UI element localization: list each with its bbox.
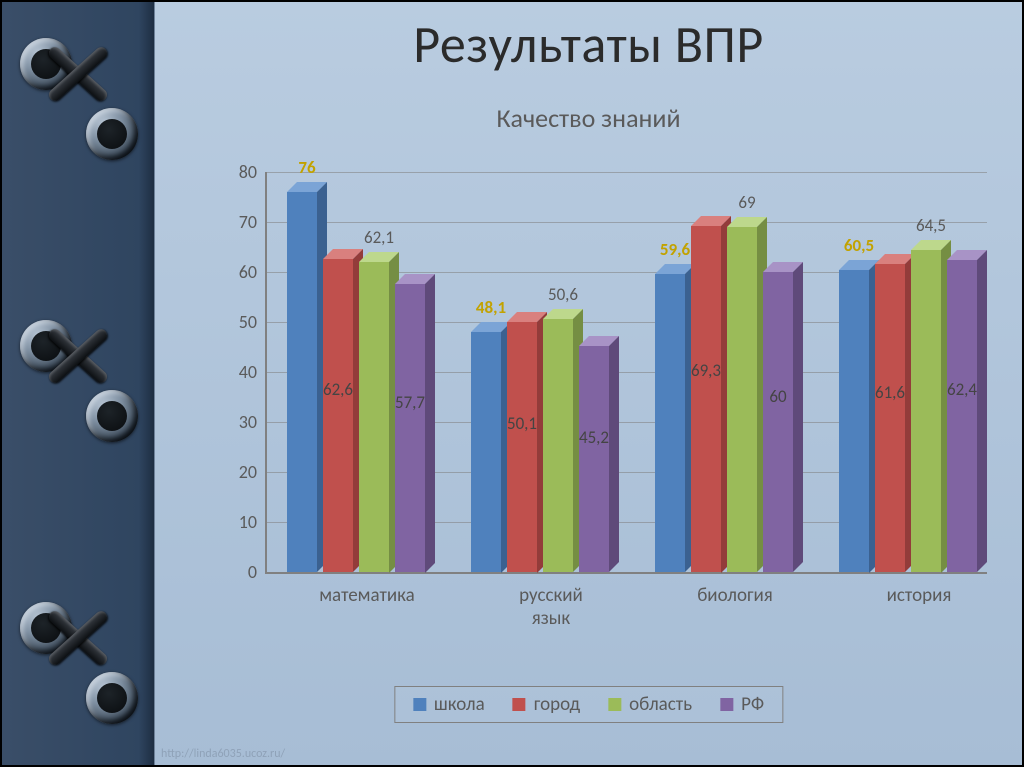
y-axis-label: 30 [239, 411, 257, 433]
bar-value-label: 62,4 [932, 379, 992, 400]
y-axis-label: 40 [239, 361, 257, 383]
bar-value-label: 60 [748, 386, 808, 407]
bar [579, 346, 609, 572]
bar [911, 250, 941, 573]
category-label: русскийязык [471, 584, 631, 630]
y-axis-label: 20 [239, 461, 257, 483]
legend-swatch [720, 698, 733, 711]
bar-value-label: 76 [277, 157, 337, 178]
slide-area: Результаты ВПР Качество знаний 0 10 20 30 40… [154, 2, 1022, 765]
bar [839, 270, 869, 573]
chart-title: Качество знаний [155, 102, 1022, 134]
bar [947, 260, 977, 572]
legend-label: область [629, 693, 692, 716]
legend-item: область [608, 693, 692, 716]
bar-chart: 010203040506070807662,662,157,7математик… [265, 172, 987, 574]
bar [359, 262, 389, 573]
bar-value-label: 45,2 [564, 427, 624, 448]
chart-legend: школа город область РФ [394, 686, 783, 723]
binder-eyelet [20, 320, 72, 372]
binder-eyelet [86, 390, 138, 442]
binder-eyelet [86, 672, 138, 724]
legend-label: РФ [741, 693, 764, 716]
legend-label: школа [434, 693, 485, 716]
y-axis-label: 0 [248, 561, 257, 583]
bar-group: 60,561,664,562,4история [839, 172, 987, 572]
notebook-binder [2, 2, 156, 765]
y-axis-label: 70 [239, 211, 257, 233]
bar [395, 284, 425, 573]
legend-item: город [513, 693, 580, 716]
bar-value-label: 60,5 [829, 235, 889, 256]
legend-swatch [513, 698, 526, 711]
binder-eyelet [20, 602, 72, 654]
binder-eyelet [20, 38, 72, 90]
y-axis-label: 10 [239, 511, 257, 533]
legend-swatch [608, 698, 621, 711]
bar [691, 226, 721, 573]
bar-value-label: 62,1 [349, 227, 409, 248]
bar [875, 264, 905, 572]
y-axis-label: 80 [239, 161, 257, 183]
bar-value-label: 48,1 [461, 297, 521, 318]
bar-group: 59,669,36960биология [655, 172, 803, 572]
bar-value-label: 50,6 [533, 284, 593, 305]
bar-value-label: 57,7 [380, 392, 440, 413]
y-axis-label: 60 [239, 261, 257, 283]
category-label: математика [287, 584, 447, 607]
y-axis-label: 50 [239, 311, 257, 333]
legend-item: школа [413, 693, 485, 716]
bar [507, 322, 537, 573]
bar [471, 332, 501, 573]
slide-title: Результаты ВПР [155, 12, 1022, 76]
bar-value-label: 64,5 [901, 215, 961, 236]
footer-link[interactable]: http://linda6035.ucoz.ru/ [161, 747, 285, 761]
bar [763, 272, 793, 572]
bar [323, 259, 353, 572]
presentation-frame: Результаты ВПР Качество знаний 0 10 20 30 40… [0, 0, 1024, 767]
legend-swatch [413, 698, 426, 711]
bar [655, 274, 685, 572]
bar-group: 7662,662,157,7математика [287, 172, 435, 572]
legend-item: РФ [720, 693, 764, 716]
category-label: биология [655, 584, 815, 607]
legend-label: город [534, 693, 580, 716]
category-label: история [839, 584, 999, 607]
binder-eyelet [86, 108, 138, 160]
bar-value-label: 69 [717, 192, 777, 213]
bar-group: 48,150,150,645,2русскийязык [471, 172, 619, 572]
